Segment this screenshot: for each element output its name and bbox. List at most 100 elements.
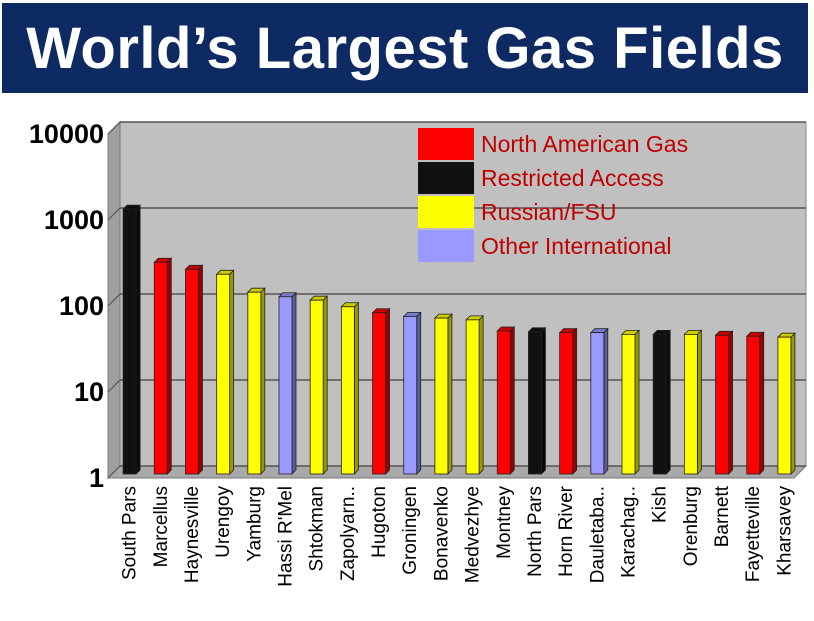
y-tick-label: 10 [74,377,104,407]
bar-front [496,330,511,475]
gridline-depth [107,207,121,221]
bar-front [340,306,355,475]
bar [215,269,235,475]
bar-front [434,317,449,475]
bar [527,326,547,475]
bar [558,327,578,475]
bar-front [122,208,137,475]
legend-label: Restricted Access [481,165,664,191]
bar-side [260,287,266,475]
bar [433,313,453,475]
bar [776,332,796,475]
gridline-depth [107,121,121,135]
bar [402,311,422,475]
x-tick-label: Groningen [400,486,421,575]
x-tick-label: Yamburg [244,486,265,562]
bar [184,264,204,475]
bar [340,301,360,475]
bar [465,314,485,475]
x-tick-label: Medvezhye [463,486,484,583]
bar-side [541,326,546,475]
bar [589,327,609,475]
bar-front [590,332,605,475]
legend-swatch [418,230,474,262]
x-tick-label: Orenburg [681,486,702,566]
bar [745,331,765,475]
bar-front [465,319,480,475]
bar-side [416,311,422,475]
bar [371,307,391,475]
bar-side [135,204,141,475]
x-axis-ticks: South Pars Marcellus Haynesville Urengoy Yam… [120,485,796,586]
x-tick-label: Horn River [556,485,577,576]
bar-front [216,273,231,475]
bar-front [403,316,418,475]
legend-label: North American Gas [481,131,688,157]
y-tick-label: 1 [89,463,104,493]
bar [122,204,142,475]
bar-front [683,334,698,475]
bar-front [247,291,262,475]
gridline-depth [107,379,121,393]
y-axis-ticks: 1 10 100 1000 10000 [29,119,104,493]
bar [496,326,516,475]
y-tick-label: 10000 [29,119,104,149]
bar-side [634,329,640,475]
bar-side [385,307,390,475]
x-tick-label: Haynesville [182,486,203,583]
x-tick-label: Urengoy [213,486,234,558]
legend-item: North American Gas [418,128,688,160]
bar-side [696,329,702,475]
legend-item: Other International [418,230,672,262]
bar-side [728,330,733,475]
bar-front [185,268,199,475]
bar-front [309,299,324,475]
bar-side [198,264,203,475]
legend-swatch [418,196,474,228]
gridline-depth [107,465,121,479]
bar-front [746,335,761,475]
bar-side [291,291,297,475]
bar [153,257,173,475]
bar-side [665,329,671,475]
x-tick-label: Kharsavey [774,486,795,576]
bar-front [528,331,542,475]
bar-side [447,313,453,475]
x-tick-label: Fayetteville [743,486,764,582]
x-tick-label: Dauletaba.. [587,486,608,583]
legend-label: Russian/FSU [481,199,616,225]
bar [714,330,734,475]
bar-front [777,336,792,475]
x-tick-label: Bonavenko [431,486,452,581]
bar-side [603,327,609,475]
bar-front [559,332,574,475]
bar-side [509,326,515,475]
bar [278,291,297,475]
bar-front [372,312,386,475]
bar-side [322,295,328,475]
legend-item: Russian/FSU [418,196,616,228]
bar-side [759,331,765,475]
x-tick-label: South Pars [120,486,141,580]
x-tick-label: Marcellus [151,486,172,567]
bar-front [652,334,667,475]
legend-swatch [418,162,474,194]
bar-side [353,301,359,475]
chart-title: World’s Largest Gas Fields [26,15,784,81]
bar [246,287,266,475]
x-tick-label: Zapolyarn.. [338,486,359,581]
bar-front [715,334,729,475]
bar-side [166,257,172,475]
y-tick-label: 1000 [44,205,104,235]
legend-label: Other International [481,233,672,259]
bar-side [572,327,578,475]
bar [309,295,329,475]
x-tick-label: Shtokman [307,486,328,572]
bar-front [278,296,293,475]
bar-front [621,334,636,475]
bar-side [790,332,796,475]
x-tick-label: Hassi R'Mel [276,486,297,587]
bars [122,204,796,475]
bar-side [229,269,235,475]
